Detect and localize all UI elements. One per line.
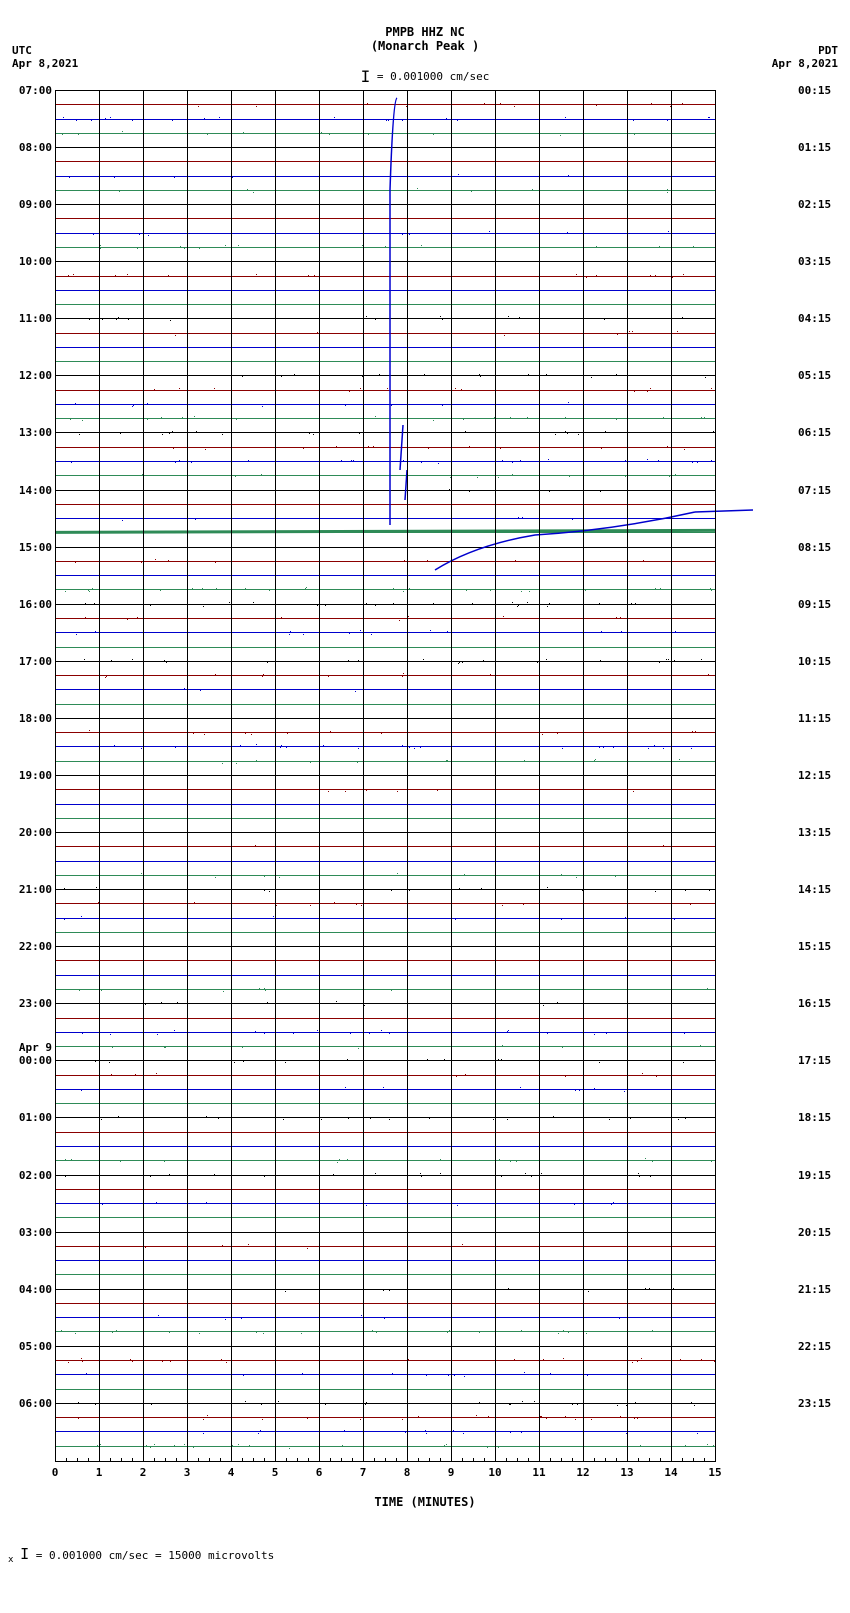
y-left-tick: 16:00 [12, 598, 52, 611]
event-overlay [55, 90, 775, 1490]
y-right-tick: 02:15 [798, 198, 838, 211]
y-left-tick: 21:00 [12, 883, 52, 896]
x-axis-label: TIME (MINUTES) [0, 1495, 850, 1509]
y-right-tick: 00:15 [798, 84, 838, 97]
y-left-tick: 09:00 [12, 198, 52, 211]
x-tick: 9 [441, 1466, 461, 1479]
y-right-tick: 14:15 [798, 883, 838, 896]
y-right-tick: 10:15 [798, 655, 838, 668]
plot-area [55, 90, 715, 1460]
y-right-tick: 06:15 [798, 426, 838, 439]
y-left-tick: 14:00 [12, 484, 52, 497]
x-tick: 3 [177, 1466, 197, 1479]
y-right-tick: 16:15 [798, 997, 838, 1010]
y-left-tick: 18:00 [12, 712, 52, 725]
y-right-tick: 07:15 [798, 484, 838, 497]
y-left-tick: 02:00 [12, 1169, 52, 1182]
y-right-tick: 19:15 [798, 1169, 838, 1182]
scale-text: I = 0.001000 cm/sec [0, 65, 850, 84]
x-tick: 0 [45, 1466, 65, 1479]
y-left-tick: 05:00 [12, 1340, 52, 1353]
y-left-pre: Apr 9 [12, 1041, 52, 1054]
y-left-tick: 13:00 [12, 426, 52, 439]
x-tick: 6 [309, 1466, 329, 1479]
y-left-tick: 11:00 [12, 312, 52, 325]
x-tick: 7 [353, 1466, 373, 1479]
y-left-tick: 08:00 [12, 141, 52, 154]
station-code: PMPB HHZ NC [0, 25, 850, 39]
x-tick: 1 [89, 1466, 109, 1479]
y-left-tick: 17:00 [12, 655, 52, 668]
date-left-label: Apr 8,2021 [12, 57, 78, 70]
y-left-tick: 15:00 [12, 541, 52, 554]
x-tick: 4 [221, 1466, 241, 1479]
x-tick: 14 [661, 1466, 681, 1479]
y-right-tick: 17:15 [798, 1054, 838, 1067]
tz-left-label: UTC [12, 44, 32, 57]
x-tick: 13 [617, 1466, 637, 1479]
y-right-tick: 03:15 [798, 255, 838, 268]
y-left-tick: 04:00 [12, 1283, 52, 1296]
y-left-tick: 03:00 [12, 1226, 52, 1239]
header: PMPB HHZ NC (Monarch Peak ) [0, 25, 850, 53]
y-right-tick: 08:15 [798, 541, 838, 554]
y-right-tick: 13:15 [798, 826, 838, 839]
y-left-tick: 23:00 [12, 997, 52, 1010]
y-right-tick: 04:15 [798, 312, 838, 325]
y-left-tick: 22:00 [12, 940, 52, 953]
tz-right-label: PDT [818, 44, 838, 57]
y-right-tick: 01:15 [798, 141, 838, 154]
seismogram-container: PMPB HHZ NC (Monarch Peak ) I = 0.001000… [0, 0, 850, 1613]
x-tick: 5 [265, 1466, 285, 1479]
y-left-tick: 12:00 [12, 369, 52, 382]
station-location: (Monarch Peak ) [0, 39, 850, 53]
y-right-tick: 09:15 [798, 598, 838, 611]
y-right-tick: 21:15 [798, 1283, 838, 1296]
x-tick: 12 [573, 1466, 593, 1479]
footer-scale: x I = 0.001000 cm/sec = 15000 microvolts [8, 1545, 274, 1565]
y-right-tick: 11:15 [798, 712, 838, 725]
y-left-tick: 20:00 [12, 826, 52, 839]
y-right-tick: 05:15 [798, 369, 838, 382]
x-tick: 8 [397, 1466, 417, 1479]
y-left-tick: 00:00 [12, 1054, 52, 1067]
x-tick: 15 [705, 1466, 725, 1479]
y-left-tick: 19:00 [12, 769, 52, 782]
y-right-tick: 23:15 [798, 1397, 838, 1410]
y-left-tick: 10:00 [12, 255, 52, 268]
x-tick: 10 [485, 1466, 505, 1479]
y-right-tick: 15:15 [798, 940, 838, 953]
y-right-tick: 20:15 [798, 1226, 838, 1239]
x-tick: 11 [529, 1466, 549, 1479]
date-right-label: Apr 8,2021 [772, 57, 838, 70]
y-left-tick: 01:00 [12, 1111, 52, 1124]
y-right-tick: 22:15 [798, 1340, 838, 1353]
y-right-tick: 18:15 [798, 1111, 838, 1124]
y-right-tick: 12:15 [798, 769, 838, 782]
x-tick: 2 [133, 1466, 153, 1479]
y-left-tick: 06:00 [12, 1397, 52, 1410]
y-left-tick: 07:00 [12, 84, 52, 97]
